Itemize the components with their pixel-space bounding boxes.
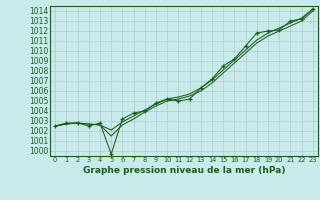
X-axis label: Graphe pression niveau de la mer (hPa): Graphe pression niveau de la mer (hPa) [83, 166, 285, 175]
